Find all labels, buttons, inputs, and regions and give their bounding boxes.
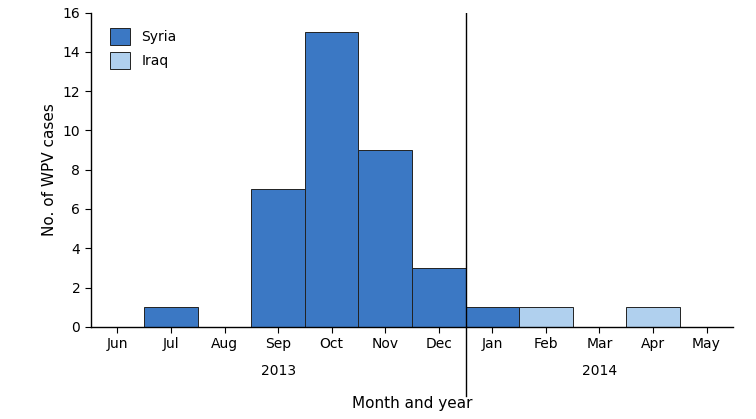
X-axis label: Month and year: Month and year <box>352 396 472 411</box>
Y-axis label: No. of WPV cases: No. of WPV cases <box>42 103 57 236</box>
Bar <box>519 307 572 327</box>
Text: 2013: 2013 <box>261 364 296 378</box>
Bar <box>358 150 412 327</box>
Bar <box>626 307 680 327</box>
Bar <box>251 189 305 327</box>
Bar <box>412 268 466 327</box>
Legend: Syria, Iraq: Syria, Iraq <box>104 23 182 75</box>
Bar <box>144 307 198 327</box>
Text: 2014: 2014 <box>582 364 617 378</box>
Bar <box>305 32 358 327</box>
Bar <box>466 307 519 327</box>
